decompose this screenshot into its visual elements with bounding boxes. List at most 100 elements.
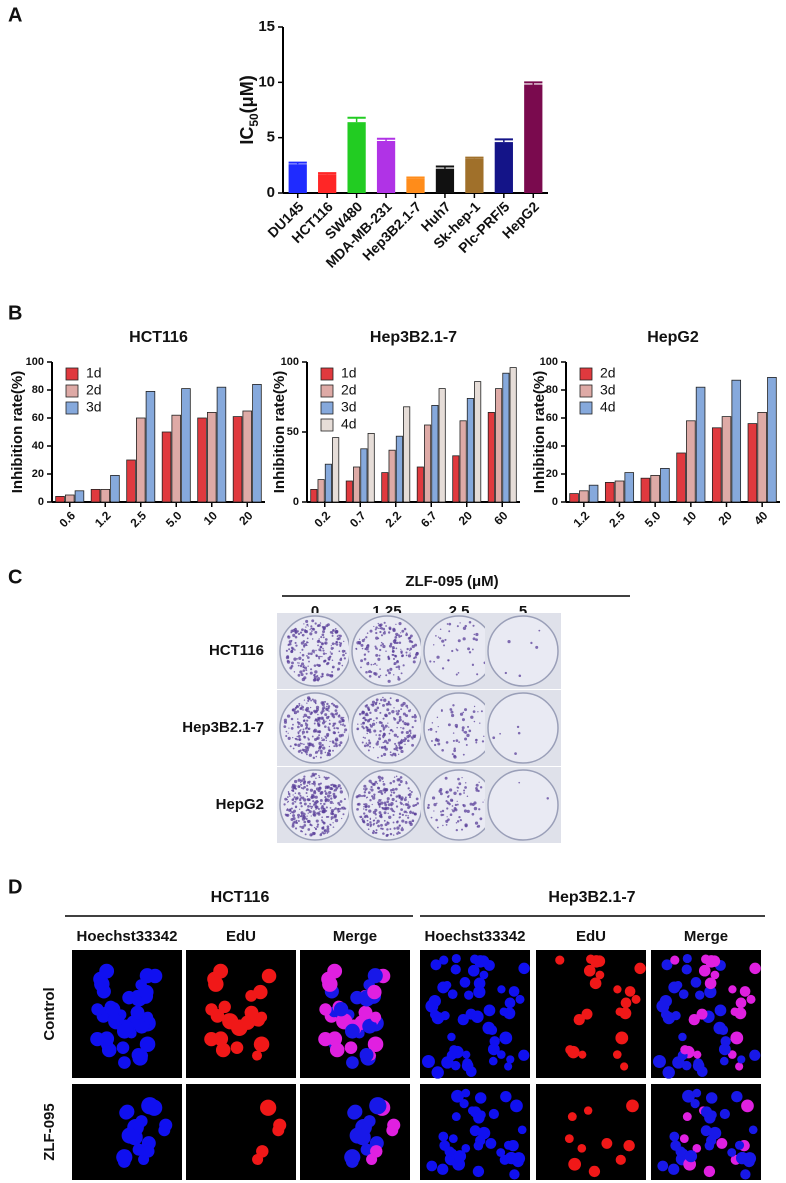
colony — [407, 814, 409, 817]
colony — [367, 721, 369, 723]
colony — [322, 652, 326, 655]
colony — [378, 654, 381, 657]
colony — [299, 815, 302, 818]
colony — [294, 797, 298, 801]
x-tick-label: 40 — [751, 508, 771, 528]
cell — [499, 1031, 513, 1045]
cell — [132, 1143, 145, 1156]
colony — [324, 735, 327, 738]
colony — [433, 803, 437, 807]
colony — [458, 741, 460, 744]
bar — [55, 495, 65, 503]
colony — [334, 785, 337, 788]
bar — [376, 140, 396, 193]
colony — [379, 648, 382, 652]
colony — [322, 832, 325, 835]
colony — [451, 753, 454, 756]
colony — [361, 725, 364, 728]
colony — [382, 741, 385, 744]
y-tick-label: 20 — [32, 468, 44, 480]
colony — [310, 775, 313, 778]
colony — [287, 635, 290, 638]
colony — [291, 661, 294, 665]
colony — [285, 813, 289, 817]
colony — [307, 697, 311, 701]
colony — [386, 806, 390, 810]
colony — [285, 655, 290, 660]
colony — [394, 787, 398, 791]
cell — [517, 1125, 527, 1135]
colony — [301, 825, 305, 830]
colony — [396, 832, 399, 835]
colony — [384, 788, 388, 792]
y-tick-label: 100 — [540, 356, 558, 368]
x-tick-label: 5.0 — [163, 508, 185, 530]
colony — [315, 708, 319, 712]
cell — [485, 1137, 497, 1149]
colony — [316, 823, 320, 826]
colony — [306, 637, 309, 640]
colony — [361, 647, 364, 650]
colony — [334, 630, 339, 634]
colony — [331, 715, 334, 718]
colony — [286, 796, 289, 799]
colony — [366, 728, 370, 732]
colony — [412, 660, 416, 664]
legend-swatch — [579, 401, 593, 415]
colony — [391, 654, 394, 656]
cell — [218, 1000, 231, 1013]
colony — [461, 777, 463, 779]
bar — [524, 84, 543, 193]
colony — [467, 647, 471, 651]
cell — [681, 964, 692, 975]
colony — [389, 667, 393, 671]
colony — [382, 780, 384, 783]
colony — [302, 709, 304, 711]
cell — [256, 1011, 268, 1023]
bar — [395, 435, 403, 503]
cell — [497, 985, 506, 994]
y-tick-label: 0 — [552, 496, 558, 508]
colony — [387, 656, 391, 660]
colony — [427, 806, 430, 809]
colony — [384, 739, 387, 743]
colony — [451, 809, 453, 811]
colony — [334, 643, 337, 645]
colony — [337, 667, 341, 671]
colony — [334, 627, 337, 630]
colony — [479, 722, 481, 724]
colony — [299, 801, 303, 805]
colony — [312, 756, 316, 760]
colony — [457, 777, 460, 781]
colony — [340, 723, 342, 726]
colony — [286, 714, 291, 718]
colony — [330, 652, 333, 655]
cell — [139, 1036, 156, 1053]
colony — [377, 775, 382, 779]
colony — [361, 741, 364, 744]
colony — [339, 643, 342, 647]
x-tick-label: 60 — [491, 508, 511, 528]
bar — [232, 416, 243, 503]
colony — [301, 748, 305, 752]
colony — [299, 631, 303, 634]
colony — [309, 706, 312, 709]
colony — [306, 819, 310, 823]
cell — [719, 1056, 729, 1066]
colony — [310, 834, 313, 836]
colony — [332, 822, 334, 824]
colony — [364, 789, 367, 792]
colony — [406, 647, 409, 651]
colony — [336, 739, 339, 742]
colony — [306, 715, 308, 718]
bar — [252, 383, 262, 503]
cell — [679, 1134, 689, 1144]
colony — [303, 643, 308, 647]
colony — [456, 625, 459, 628]
cell — [474, 955, 487, 968]
colony — [296, 721, 299, 724]
colony — [379, 746, 381, 748]
colony — [297, 725, 300, 729]
colony — [324, 638, 328, 641]
colony — [326, 786, 329, 789]
